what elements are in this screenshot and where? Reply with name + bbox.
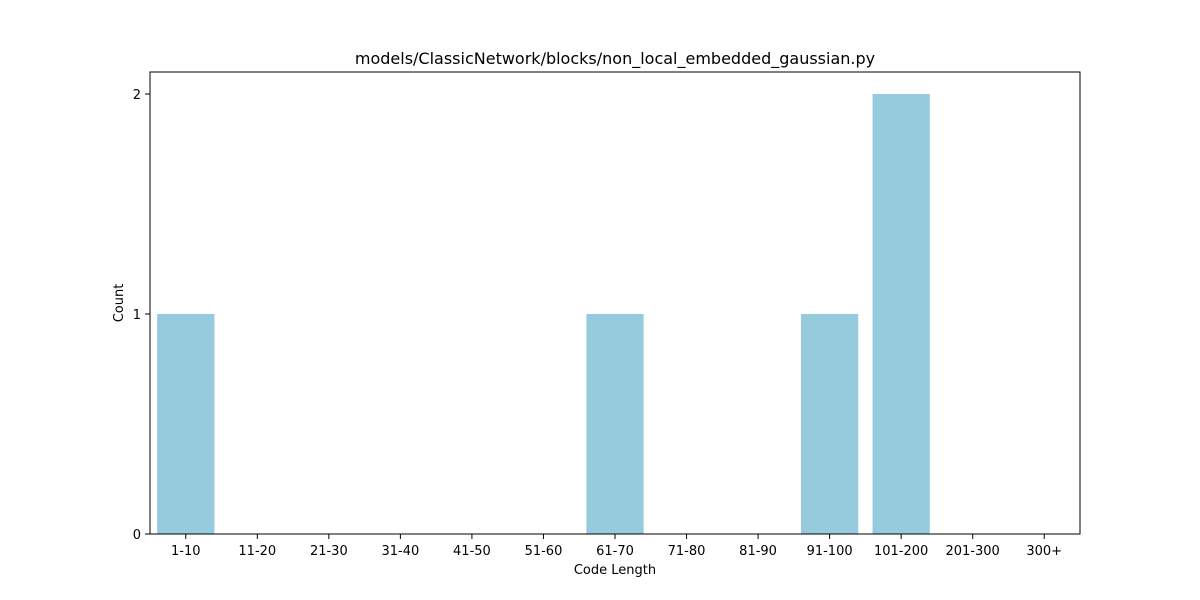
x-tick-label: 41-50	[453, 544, 491, 559]
x-tick-label: 81-90	[739, 544, 777, 559]
bar-101-200	[872, 94, 930, 534]
bar-61-70	[586, 314, 644, 534]
x-axis-label: Code Length	[574, 563, 656, 578]
y-axis-ticks: 0 1 2	[133, 88, 150, 543]
bar-91-100	[801, 314, 859, 534]
plot-area-frame	[149, 71, 1081, 535]
x-tick-label: 71-80	[668, 544, 706, 559]
x-tick-label: 101-200	[874, 544, 928, 559]
y-axis-label: Count	[112, 284, 127, 323]
x-tick-label: 91-100	[807, 544, 853, 559]
y-tick-label: 2	[133, 88, 141, 103]
bars-group	[157, 94, 930, 534]
x-tick-label: 1-10	[171, 544, 201, 559]
x-tick-label: 11-20	[238, 544, 276, 559]
x-tick-label: 31-40	[381, 544, 419, 559]
y-tick-label: 1	[133, 308, 141, 323]
x-tick-label: 21-30	[310, 544, 348, 559]
x-tick-label: 61-70	[596, 544, 634, 559]
x-tick-label: 51-60	[525, 544, 563, 559]
y-tick-label: 0	[133, 528, 141, 543]
x-tick-label: 300+	[1026, 544, 1062, 559]
x-tick-label: 201-300	[946, 544, 1000, 559]
chart-title: models/ClassicNetwork/blocks/non_local_e…	[355, 49, 875, 69]
bar-1-10	[157, 314, 215, 534]
x-axis-ticks: 1-10 11-20 21-30 31-40 41-50 51-60 61-70 71-80 8…	[171, 534, 1062, 559]
